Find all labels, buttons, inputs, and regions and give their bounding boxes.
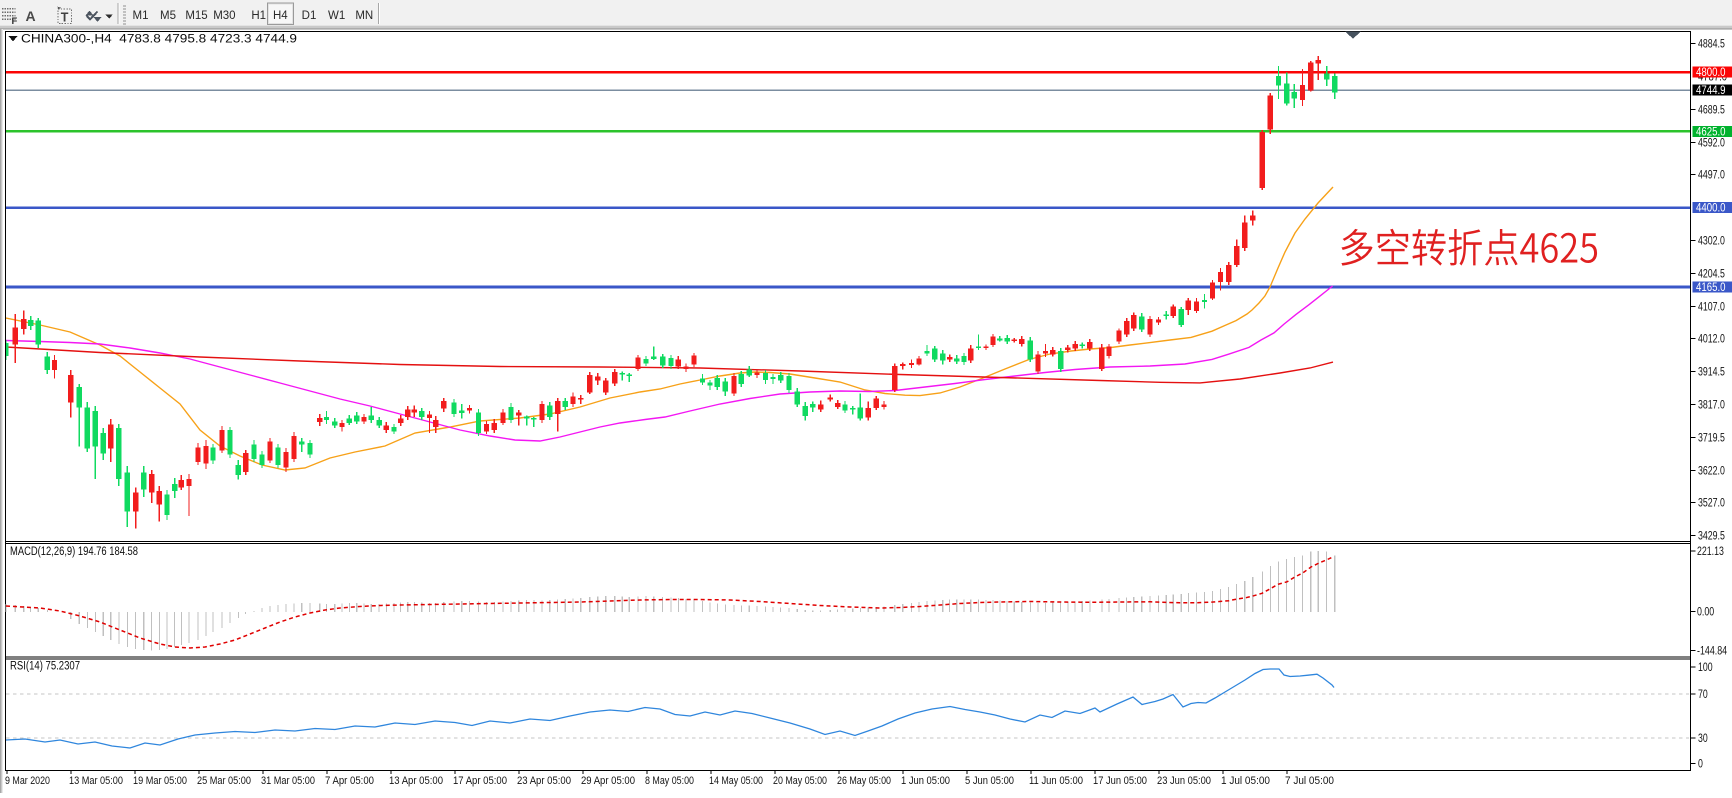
- svg-text:3527.0: 3527.0: [1698, 498, 1725, 510]
- svg-text:0: 0: [1698, 759, 1703, 771]
- svg-text:H1: H1: [251, 10, 266, 22]
- svg-text:29 Apr 05:00: 29 Apr 05:00: [581, 775, 635, 787]
- svg-text:4400.0: 4400.0: [1696, 203, 1726, 215]
- svg-text:F: F: [12, 16, 18, 27]
- svg-text:4204.5: 4204.5: [1698, 269, 1725, 281]
- svg-text:4592.0: 4592.0: [1698, 138, 1725, 150]
- svg-text:3719.5: 3719.5: [1698, 433, 1725, 445]
- svg-text:RSI(14) 75.2307: RSI(14) 75.2307: [10, 661, 80, 673]
- svg-text:19 Mar 05:00: 19 Mar 05:00: [133, 775, 187, 787]
- svg-text:D1: D1: [302, 10, 317, 22]
- svg-text:4884.5: 4884.5: [1698, 39, 1725, 51]
- svg-text:M1: M1: [133, 10, 149, 22]
- svg-text:17 Jun 05:00: 17 Jun 05:00: [1093, 775, 1147, 787]
- svg-text:7 Apr 05:00: 7 Apr 05:00: [325, 775, 374, 787]
- svg-text:4800.0: 4800.0: [1696, 67, 1726, 79]
- svg-text:T: T: [61, 10, 69, 24]
- svg-text:14 May 05:00: 14 May 05:00: [709, 775, 763, 787]
- svg-text:3622.0: 3622.0: [1698, 465, 1725, 477]
- svg-text:3817.0: 3817.0: [1698, 400, 1725, 412]
- svg-text:3914.5: 3914.5: [1698, 367, 1725, 379]
- svg-text:-144.84: -144.84: [1697, 645, 1728, 657]
- svg-text:70: 70: [1698, 689, 1708, 701]
- svg-text:26 May 05:00: 26 May 05:00: [837, 775, 891, 787]
- svg-text:13 Apr 05:00: 13 Apr 05:00: [389, 775, 443, 787]
- svg-text:17 Apr 05:00: 17 Apr 05:00: [453, 775, 507, 787]
- svg-text:23 Jun 05:00: 23 Jun 05:00: [1157, 775, 1211, 787]
- svg-text:A: A: [26, 8, 36, 24]
- svg-text:MACD(12,26,9) 194.76 184.58: MACD(12,26,9) 194.76 184.58: [10, 546, 138, 558]
- svg-text:100: 100: [1698, 662, 1713, 674]
- svg-text:8 May 05:00: 8 May 05:00: [645, 775, 694, 787]
- svg-text:1 Jun 05:00: 1 Jun 05:00: [901, 775, 950, 787]
- svg-text:3429.5: 3429.5: [1698, 531, 1725, 543]
- svg-text:M15: M15: [185, 10, 207, 22]
- svg-text:13 Mar 05:00: 13 Mar 05:00: [69, 775, 123, 787]
- svg-text:4744.9: 4744.9: [1696, 85, 1726, 97]
- svg-text:11 Jun 05:00: 11 Jun 05:00: [1029, 775, 1083, 787]
- svg-text:25 Mar 05:00: 25 Mar 05:00: [197, 775, 251, 787]
- svg-text:5 Jun 05:00: 5 Jun 05:00: [965, 775, 1014, 787]
- svg-text:4689.5: 4689.5: [1698, 105, 1725, 117]
- svg-text:9 Mar 2020: 9 Mar 2020: [5, 775, 50, 787]
- svg-text:M5: M5: [160, 10, 176, 22]
- svg-text:4625.0: 4625.0: [1696, 126, 1726, 138]
- svg-text:1 Jul 05:00: 1 Jul 05:00: [1221, 775, 1270, 787]
- svg-text:4012.0: 4012.0: [1698, 334, 1725, 346]
- svg-text:4107.0: 4107.0: [1698, 302, 1725, 314]
- svg-text:M30: M30: [213, 10, 235, 22]
- svg-text:MN: MN: [355, 10, 373, 22]
- svg-text:H4: H4: [273, 10, 288, 22]
- svg-text:4497.0: 4497.0: [1698, 170, 1725, 182]
- svg-text:221.13: 221.13: [1697, 546, 1724, 558]
- svg-text:30: 30: [1698, 733, 1708, 745]
- svg-text:0.00: 0.00: [1697, 607, 1714, 619]
- svg-text:CHINA300-,H4 4783.8 4795.8 47: CHINA300-,H4 4783.8 4795.8 4723.3 4744.9: [21, 34, 297, 46]
- svg-text:20 May 05:00: 20 May 05:00: [773, 775, 827, 787]
- svg-text:W1: W1: [328, 10, 345, 22]
- svg-text:4165.0: 4165.0: [1696, 282, 1726, 294]
- svg-text:7 Jul 05:00: 7 Jul 05:00: [1285, 775, 1334, 787]
- svg-text:23 Apr 05:00: 23 Apr 05:00: [517, 775, 571, 787]
- svg-text:4302.0: 4302.0: [1698, 236, 1725, 248]
- svg-text:31 Mar 05:00: 31 Mar 05:00: [261, 775, 315, 787]
